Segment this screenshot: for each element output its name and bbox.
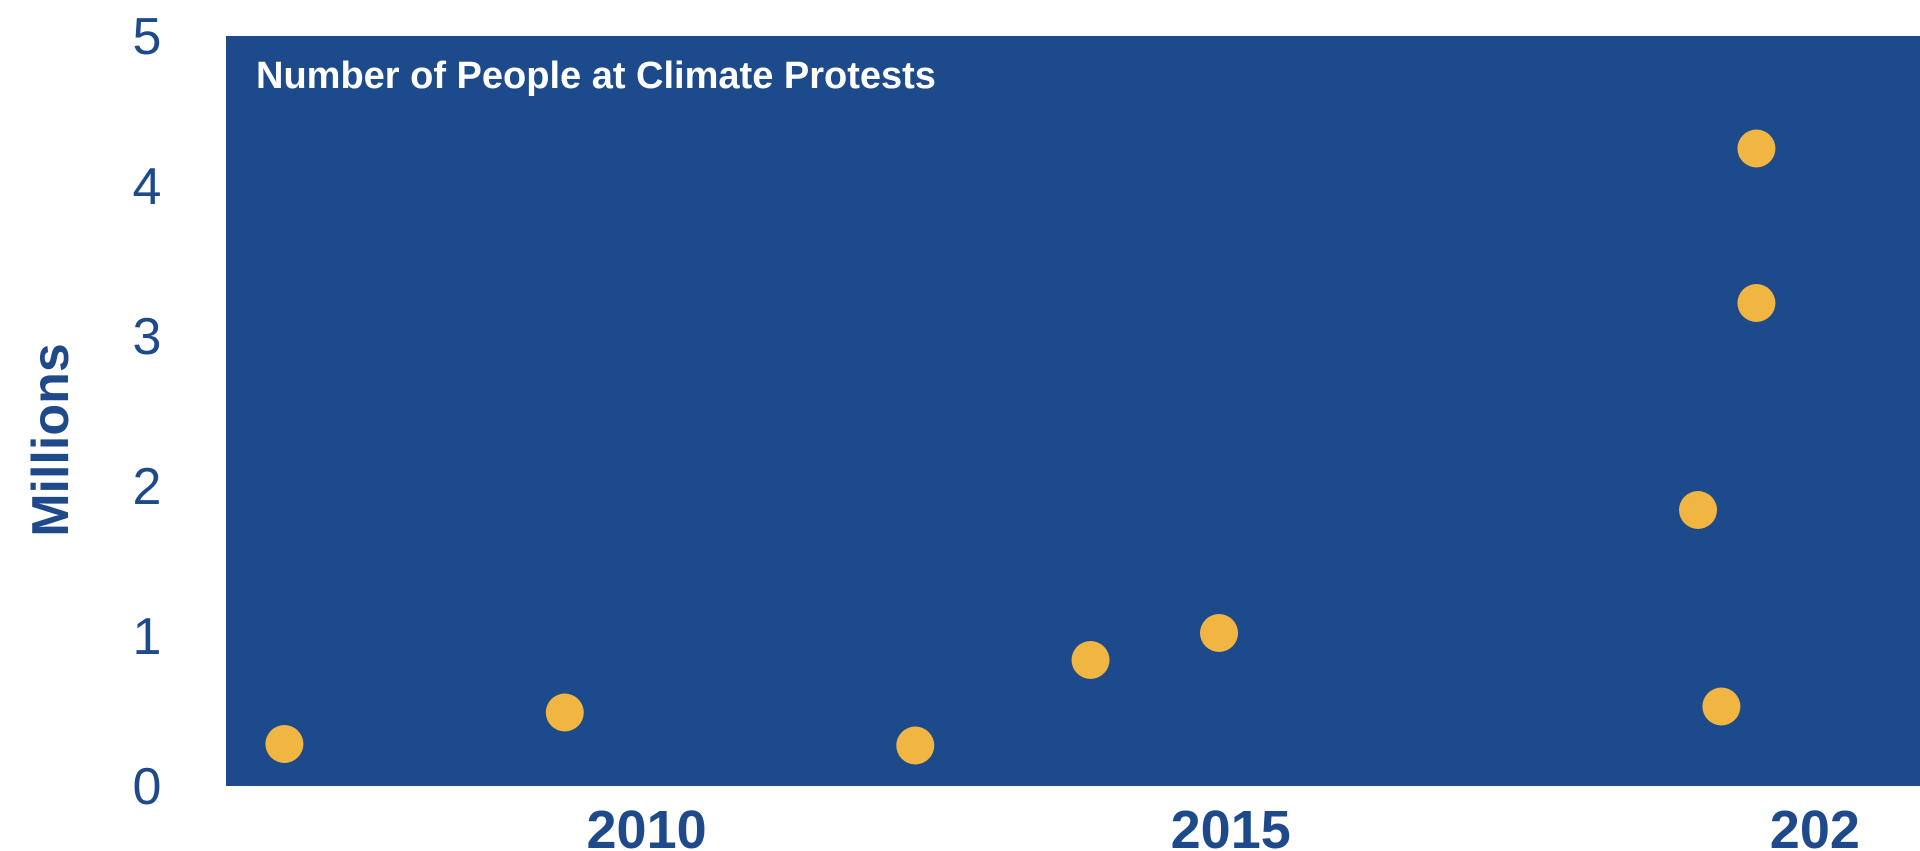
data-point bbox=[1071, 641, 1110, 679]
x-axis-ticks: 2010 2015 202 bbox=[587, 800, 1860, 851]
data-point bbox=[265, 725, 304, 763]
y-tick-label: 1 bbox=[133, 608, 162, 666]
chart-title: Number of People at Climate Protests bbox=[256, 55, 936, 97]
plot-area bbox=[226, 36, 1920, 786]
y-tick-label: 5 bbox=[133, 8, 162, 66]
data-point bbox=[1737, 129, 1776, 168]
y-tick-label: 4 bbox=[133, 158, 162, 216]
y-axis-label: Millions bbox=[22, 343, 80, 537]
y-tick-label: 3 bbox=[133, 308, 162, 366]
data-point bbox=[1702, 687, 1741, 726]
y-axis-ticks: 0 1 2 3 4 5 bbox=[133, 8, 162, 816]
data-point bbox=[1200, 614, 1239, 652]
y-tick-label: 0 bbox=[133, 758, 162, 816]
y-tick-label: 2 bbox=[133, 458, 162, 516]
x-tick-label: 2010 bbox=[587, 800, 707, 851]
data-points bbox=[265, 129, 1776, 765]
data-point bbox=[896, 726, 935, 765]
x-tick-label: 2015 bbox=[1171, 800, 1291, 851]
data-point bbox=[545, 693, 584, 732]
data-point bbox=[1679, 491, 1718, 529]
data-point bbox=[1737, 284, 1776, 322]
x-tick-label: 202 bbox=[1770, 800, 1860, 851]
